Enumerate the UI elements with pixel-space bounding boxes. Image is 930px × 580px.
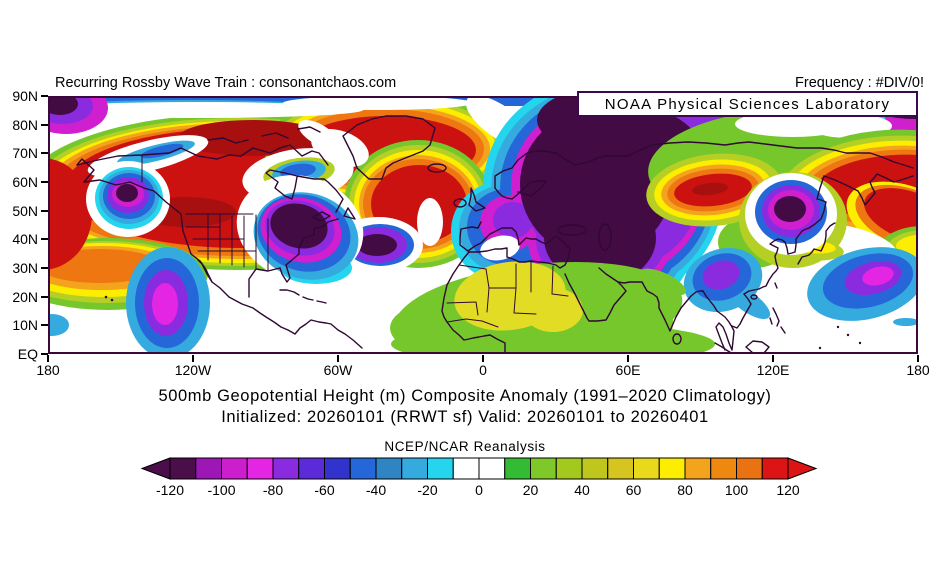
colorbar-tick-label: 60 (626, 482, 642, 498)
gulf-of-alaska-negative-blob (86, 135, 209, 237)
y-axis-tick (41, 295, 48, 298)
colorbar-segment (633, 457, 660, 480)
colorbar-segment (349, 457, 377, 480)
x-axis-label: 0 (479, 362, 487, 378)
island-dots (104, 295, 862, 350)
colorbar-segment (736, 457, 763, 480)
colorbar-segment (452, 457, 480, 480)
y-axis-tick (41, 152, 48, 155)
y-axis-label: 70N (12, 145, 38, 162)
y-axis-tick (41, 209, 48, 212)
colorbar-segment (298, 457, 325, 480)
y-axis-tick (41, 181, 48, 183)
y-axis-tick (41, 353, 48, 355)
colorbar-segment (581, 457, 609, 480)
colorbar-segment (555, 457, 583, 480)
pacific-subtropical-negative-blob (35, 247, 210, 359)
x-axis-label: 180 (36, 362, 60, 378)
colorbar-segment (478, 457, 506, 480)
x-axis-label: 180 (906, 362, 930, 378)
colorbar-tick-label: 20 (523, 482, 539, 498)
colorbar-tick-label: -120 (156, 482, 184, 498)
agency-box-label: NOAA Physical Sciences Laboratory (604, 95, 891, 113)
plot-header-left: Recurring Rossby Wave Train : consonantc… (55, 75, 397, 91)
colorbar-tick-label: -20 (417, 482, 437, 498)
colorbar-tick-label: 0 (475, 482, 483, 498)
colorbar-tick-label: 40 (574, 482, 590, 498)
colorbar-left-arrow (140, 457, 171, 480)
x-axis-tick (917, 355, 919, 362)
colorbar-segment (221, 457, 248, 480)
plot-header-right: Frequency : #DIV/0! (795, 75, 924, 91)
y-axis-label: 80N (12, 116, 38, 133)
colorbar-segment (504, 457, 531, 480)
colorbar-segment (427, 457, 454, 480)
x-axis-label: 120E (756, 362, 790, 378)
west-pacific-negative-blob (807, 247, 925, 326)
y-axis-label: 10N (12, 317, 38, 334)
y-axis-label: 30N (12, 260, 38, 276)
map-frame-border (48, 96, 918, 354)
colorbar-tick-label: 100 (725, 482, 749, 498)
colorbar-segment (272, 457, 300, 480)
colorbar-segment (710, 457, 737, 480)
anomaly-map-svg (0, 72, 930, 366)
anomaly-map (0, 72, 930, 366)
colorbar-tick-label: -80 (263, 482, 283, 498)
colorbar-segment (530, 457, 557, 480)
colorbar-segment (658, 457, 686, 480)
y-axis-tick (41, 95, 48, 97)
y-axis-label: 60N (12, 174, 38, 190)
x-axis-tick (627, 355, 629, 362)
y-axis-label: EQ (17, 346, 38, 362)
southeast-asia-negative-blob (683, 248, 771, 320)
colorbar-segment (195, 457, 222, 480)
agency-box: NOAA Physical Sciences Laboratory (577, 91, 918, 117)
y-axis-tick (41, 324, 48, 327)
colorbar-tick-label: -60 (314, 482, 334, 498)
colorbar-segment (375, 457, 403, 480)
x-axis-tick (337, 355, 339, 362)
y-axis-tick (41, 123, 48, 126)
plot-title: 500mb Geopotential Height (m) Composite … (158, 387, 772, 405)
x-axis-label: 60E (615, 362, 641, 378)
coastlines (76, 115, 914, 355)
colorbar-segment (761, 457, 789, 480)
plot-subtitle: Initialized: 20260101 (RRWT sf) Valid: 2… (221, 408, 709, 426)
y-axis-label: 20N (12, 288, 38, 305)
y-axis-label: 50N (12, 202, 38, 219)
colorbar-segment (684, 457, 712, 480)
colorbar-segment (324, 457, 351, 480)
y-axis-tick (41, 238, 48, 241)
country-state-borders (141, 154, 569, 328)
colorbar-segment (169, 457, 197, 480)
x-axis-label: 60W (323, 362, 353, 378)
x-axis-tick (47, 355, 49, 362)
x-axis-tick (772, 355, 774, 362)
colorbar-segment (246, 457, 274, 480)
x-axis-tick (192, 355, 194, 362)
x-axis-tick (482, 355, 484, 362)
colorbar-source-label: NCEP/NCAR Reanalysis (384, 439, 546, 454)
colorbar: -120 -100 -80 -60 -40 -20 0 20 40 60 80 100 120 (140, 457, 818, 498)
colorbar-tick-label: -100 (207, 482, 235, 498)
y-axis-tick (41, 267, 48, 269)
colorbar-tick-label: 120 (776, 482, 800, 498)
x-axis-label: 120W (174, 362, 212, 378)
colorbar-segment (607, 457, 634, 480)
colorbar-tick-label: 80 (677, 482, 693, 498)
colorbar-segment (401, 457, 428, 480)
east-asia-negative-blob (739, 172, 847, 268)
colorbar-right-arrow (787, 457, 818, 480)
colorbar-tick-label: -40 (366, 482, 386, 498)
y-axis-label: 40N (12, 231, 38, 248)
y-axis-label: 90N (12, 88, 38, 104)
